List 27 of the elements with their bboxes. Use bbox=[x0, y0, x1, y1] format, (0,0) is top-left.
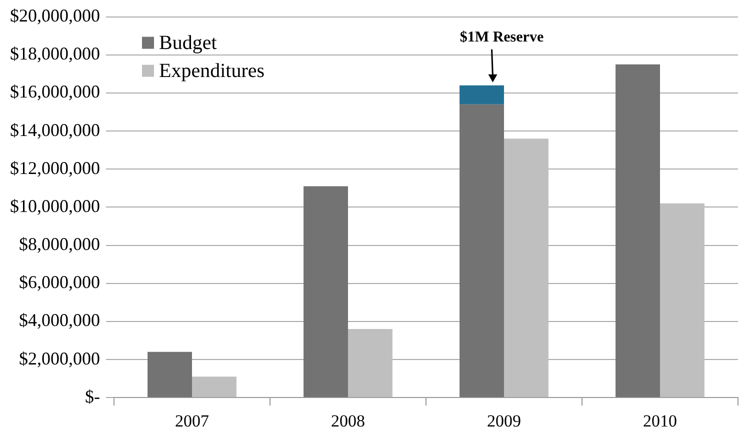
annotation: $1M Reserve bbox=[460, 29, 544, 46]
y-tick-label: $2,000,000 bbox=[19, 348, 100, 368]
bar bbox=[304, 186, 348, 398]
y-tick-label: $10,000,000 bbox=[10, 196, 100, 216]
y-tick-label: $14,000,000 bbox=[10, 120, 100, 140]
x-tick-label: 2010 bbox=[643, 411, 677, 430]
bar bbox=[460, 104, 504, 398]
y-tick-label: $8,000,000 bbox=[19, 234, 100, 254]
bar bbox=[660, 203, 704, 398]
y-tick-label: $12,000,000 bbox=[10, 158, 100, 178]
bar bbox=[616, 64, 660, 398]
x-tick-label: 2009 bbox=[487, 411, 521, 430]
y-tick-label: $6,000,000 bbox=[19, 272, 100, 292]
bar bbox=[460, 85, 504, 104]
y-tick-label: $4,000,000 bbox=[19, 310, 100, 330]
legend-label: Expenditures bbox=[159, 60, 265, 82]
bar bbox=[504, 138, 548, 398]
bar bbox=[192, 376, 236, 398]
y-tick-label: $20,000,000 bbox=[10, 6, 100, 26]
y-tick-label: $18,000,000 bbox=[10, 44, 100, 64]
x-tick-label: 2007 bbox=[175, 411, 210, 430]
bar bbox=[148, 352, 192, 398]
bar bbox=[348, 329, 392, 398]
x-tick-label: 2008 bbox=[331, 411, 365, 430]
y-tick-label: $16,000,000 bbox=[10, 82, 100, 102]
y-tick-label: $- bbox=[85, 386, 100, 406]
legend-label: Budget bbox=[159, 32, 218, 54]
